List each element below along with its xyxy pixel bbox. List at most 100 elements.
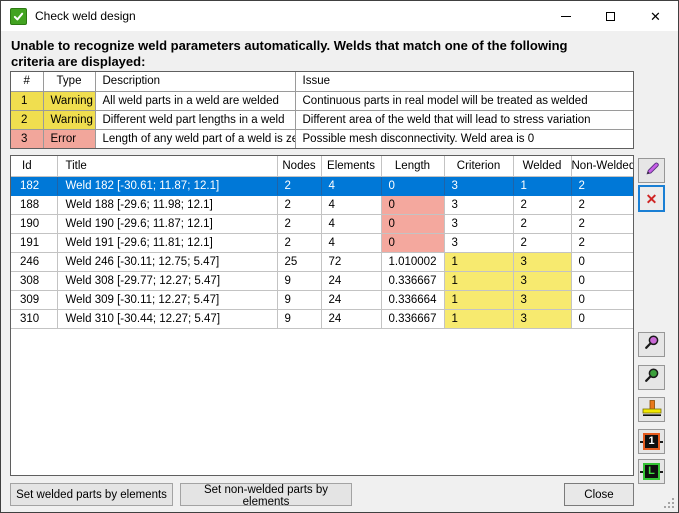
non-welded-part-button[interactable]: L xyxy=(638,459,665,484)
nodes-cell[interactable]: 25 xyxy=(277,252,322,272)
num-cell: 2 xyxy=(11,110,44,130)
weld-row[interactable]: 308 Weld 308 [-29.77; 12.27; 5.47] 9 24 … xyxy=(11,271,633,291)
close-window-button[interactable]: ✕ xyxy=(633,1,678,31)
id-cell[interactable]: 190 xyxy=(11,214,58,234)
zoom-green-button[interactable] xyxy=(638,365,665,390)
col-length[interactable]: Length xyxy=(381,156,445,177)
non-welded-cell[interactable]: 2 xyxy=(571,233,633,253)
length-cell[interactable]: 0.336667 xyxy=(381,309,445,329)
weld-row[interactable]: 190 Weld 190 [-29.6; 11.87; 12.1] 2 4 0 … xyxy=(11,214,633,234)
welded-cell[interactable]: 3 xyxy=(513,290,572,310)
id-cell[interactable]: 188 xyxy=(11,195,58,215)
criterion-cell[interactable]: 1 xyxy=(444,252,514,272)
id-cell[interactable]: 309 xyxy=(11,290,58,310)
weld-row[interactable]: 309 Weld 309 [-30.11; 12.27; 5.47] 9 24 … xyxy=(11,290,633,310)
edit-weld-button[interactable] xyxy=(638,158,665,183)
title-cell[interactable]: Weld 308 [-29.77; 12.27; 5.47] xyxy=(57,271,278,291)
title-cell[interactable]: Weld 191 [-29.6; 11.81; 12.1] xyxy=(57,233,278,253)
title-cell[interactable]: Weld 182 [-30.61; 11.87; 12.1] xyxy=(57,176,278,196)
length-cell[interactable]: 0 xyxy=(381,233,445,253)
col-non-welded[interactable]: Non-Welded xyxy=(571,156,633,177)
welded-cell[interactable]: 3 xyxy=(513,271,572,291)
welded-cell[interactable]: 1 xyxy=(513,176,572,196)
non-welded-cell[interactable]: 2 xyxy=(571,214,633,234)
nodes-cell[interactable]: 9 xyxy=(277,309,322,329)
col-elements[interactable]: Elements xyxy=(321,156,382,177)
elements-cell[interactable]: 72 xyxy=(321,252,382,272)
id-cell[interactable]: 191 xyxy=(11,233,58,253)
non-welded-cell[interactable]: 0 xyxy=(571,290,633,310)
welded-part-button[interactable]: 1 xyxy=(638,429,665,454)
length-cell[interactable]: 1.010002 xyxy=(381,252,445,272)
weld-row[interactable]: 246 Weld 246 [-30.11; 12.75; 5.47] 25 72… xyxy=(11,252,633,272)
criterion-cell[interactable]: 3 xyxy=(444,176,514,196)
elements-cell[interactable]: 4 xyxy=(321,176,382,196)
non-welded-cell[interactable]: 0 xyxy=(571,271,633,291)
id-cell[interactable]: 182 xyxy=(11,176,58,196)
criterion-cell[interactable]: 1 xyxy=(444,309,514,329)
col-welded[interactable]: Welded xyxy=(513,156,572,177)
nodes-cell[interactable]: 2 xyxy=(277,195,322,215)
welded-cell[interactable]: 3 xyxy=(513,309,572,329)
minimize-button[interactable] xyxy=(543,1,588,31)
length-cell[interactable]: 0.336664 xyxy=(381,290,445,310)
type-cell: Error xyxy=(43,129,96,148)
set-welded-parts-button[interactable]: Set welded parts by elements xyxy=(10,483,173,506)
maximize-button[interactable] xyxy=(588,1,633,31)
col-title[interactable]: Title xyxy=(57,156,278,177)
part-L-icon: L xyxy=(639,460,664,483)
criterion-cell[interactable]: 3 xyxy=(444,195,514,215)
length-cell[interactable]: 0 xyxy=(381,195,445,215)
title-cell[interactable]: Weld 246 [-30.11; 12.75; 5.47] xyxy=(57,252,278,272)
criterion-cell[interactable]: 3 xyxy=(444,214,514,234)
elements-cell[interactable]: 4 xyxy=(321,214,382,234)
nodes-cell[interactable]: 9 xyxy=(277,271,322,291)
elements-cell[interactable]: 4 xyxy=(321,195,382,215)
col-criterion[interactable]: Criterion xyxy=(444,156,514,177)
nodes-cell[interactable]: 9 xyxy=(277,290,322,310)
title-cell[interactable]: Weld 310 [-30.44; 12.27; 5.47] xyxy=(57,309,278,329)
welded-cell[interactable]: 2 xyxy=(513,214,572,234)
elements-cell[interactable]: 24 xyxy=(321,309,382,329)
set-non-welded-parts-button[interactable]: Set non-welded parts by elements xyxy=(180,483,352,508)
id-cell[interactable]: 246 xyxy=(11,252,58,272)
weld-symbol-button[interactable] xyxy=(638,397,665,422)
col-id[interactable]: Id xyxy=(11,156,58,177)
weld-row-selected[interactable]: 182 Weld 182 [-30.61; 11.87; 12.1] 2 4 0… xyxy=(11,176,633,196)
title-cell[interactable]: Weld 190 [-29.6; 11.87; 12.1] xyxy=(57,214,278,234)
welded-cell[interactable]: 2 xyxy=(513,195,572,215)
weld-row[interactable]: 191 Weld 191 [-29.6; 11.81; 12.1] 2 4 0 … xyxy=(11,233,633,253)
elements-cell[interactable]: 24 xyxy=(321,290,382,310)
length-cell[interactable]: 0 xyxy=(381,214,445,234)
pencil-icon xyxy=(643,160,661,181)
id-cell[interactable]: 308 xyxy=(11,271,58,291)
close-button[interactable]: Close xyxy=(564,483,634,506)
welded-cell[interactable]: 3 xyxy=(513,252,572,272)
non-welded-cell[interactable]: 2 xyxy=(571,195,633,215)
length-cell[interactable]: 0.336667 xyxy=(381,271,445,291)
weld-row[interactable]: 310 Weld 310 [-30.44; 12.27; 5.47] 9 24 … xyxy=(11,309,633,329)
criteria-row: 2 Warning Different weld part lengths in… xyxy=(11,110,633,130)
nodes-cell[interactable]: 2 xyxy=(277,214,322,234)
non-welded-cell[interactable]: 0 xyxy=(571,252,633,272)
num-cell: 3 xyxy=(11,129,44,148)
criterion-cell[interactable]: 3 xyxy=(444,233,514,253)
elements-cell[interactable]: 24 xyxy=(321,271,382,291)
non-welded-cell[interactable]: 0 xyxy=(571,309,633,329)
criterion-cell[interactable]: 1 xyxy=(444,290,514,310)
elements-cell[interactable]: 4 xyxy=(321,233,382,253)
non-welded-cell[interactable]: 2 xyxy=(571,176,633,196)
nodes-cell[interactable]: 2 xyxy=(277,233,322,253)
delete-weld-button[interactable]: ✕ xyxy=(638,185,665,212)
id-cell[interactable]: 310 xyxy=(11,309,58,329)
criterion-cell[interactable]: 1 xyxy=(444,271,514,291)
title-cell[interactable]: Weld 309 [-30.11; 12.27; 5.47] xyxy=(57,290,278,310)
resize-grip[interactable] xyxy=(672,498,674,500)
weld-row[interactable]: 188 Weld 188 [-29.6; 11.98; 12.1] 2 4 0 … xyxy=(11,195,633,215)
title-cell[interactable]: Weld 188 [-29.6; 11.98; 12.1] xyxy=(57,195,278,215)
zoom-magenta-button[interactable] xyxy=(638,332,665,357)
welded-cell[interactable]: 2 xyxy=(513,233,572,253)
length-cell[interactable]: 0 xyxy=(381,176,445,196)
col-nodes[interactable]: Nodes xyxy=(277,156,322,177)
nodes-cell[interactable]: 2 xyxy=(277,176,322,196)
